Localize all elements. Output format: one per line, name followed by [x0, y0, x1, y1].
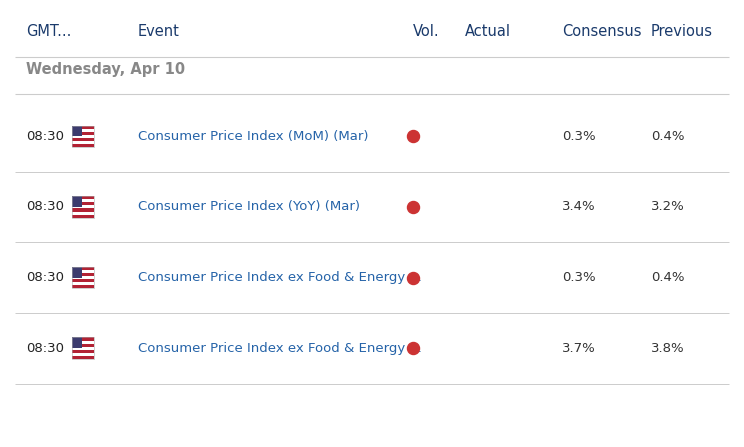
Bar: [72, 337, 82, 348]
Bar: [72, 267, 94, 288]
Bar: [72, 267, 94, 270]
Bar: [72, 353, 94, 356]
Bar: [72, 347, 94, 350]
Text: Wednesday, Apr 10: Wednesday, Apr 10: [26, 62, 185, 77]
Bar: [72, 279, 94, 282]
Bar: [72, 341, 94, 344]
Bar: [72, 196, 94, 199]
Bar: [72, 199, 94, 202]
Text: Consensus: Consensus: [562, 24, 641, 39]
Text: 08:30: 08:30: [26, 130, 64, 143]
Text: 0.3%: 0.3%: [562, 271, 595, 284]
Bar: [72, 135, 94, 138]
Bar: [72, 206, 94, 208]
Bar: [72, 144, 94, 147]
Bar: [72, 138, 94, 141]
Bar: [72, 276, 94, 279]
Text: GMT...: GMT...: [26, 24, 71, 39]
Bar: [72, 337, 94, 341]
Bar: [72, 350, 94, 353]
Text: 3.4%: 3.4%: [562, 200, 595, 214]
Bar: [72, 129, 94, 132]
Text: Consumer Price Index ex Food & Energy ...: Consumer Price Index ex Food & Energy ..…: [138, 271, 422, 284]
Text: Vol.: Vol.: [413, 24, 440, 39]
Bar: [72, 215, 94, 218]
Text: Previous: Previous: [651, 24, 713, 39]
Point: [407, 274, 419, 281]
Text: 3.8%: 3.8%: [651, 342, 684, 355]
Text: 0.4%: 0.4%: [651, 130, 684, 143]
Point: [407, 345, 419, 352]
Bar: [72, 126, 82, 136]
Bar: [72, 282, 94, 285]
Bar: [72, 141, 94, 144]
Bar: [72, 196, 82, 207]
Bar: [72, 196, 94, 218]
Text: Consumer Price Index (YoY) (Mar): Consumer Price Index (YoY) (Mar): [138, 200, 359, 214]
Text: Consumer Price Index ex Food & Energy ...: Consumer Price Index ex Food & Energy ..…: [138, 342, 422, 355]
Bar: [72, 202, 94, 206]
Bar: [72, 337, 94, 359]
Text: 08:30: 08:30: [26, 271, 64, 284]
Bar: [72, 211, 94, 215]
Text: Event: Event: [138, 24, 179, 39]
Point: [407, 203, 419, 211]
Bar: [72, 356, 94, 359]
Bar: [72, 126, 94, 147]
Bar: [72, 344, 94, 347]
Text: 3.7%: 3.7%: [562, 342, 595, 355]
Text: 3.2%: 3.2%: [651, 200, 684, 214]
Text: 0.3%: 0.3%: [562, 130, 595, 143]
Bar: [72, 126, 94, 129]
Bar: [72, 267, 82, 278]
Text: 08:30: 08:30: [26, 342, 64, 355]
Bar: [72, 132, 94, 135]
Text: Consumer Price Index (MoM) (Mar): Consumer Price Index (MoM) (Mar): [138, 130, 368, 143]
Bar: [72, 285, 94, 288]
Text: 0.4%: 0.4%: [651, 271, 684, 284]
Bar: [72, 270, 94, 273]
Text: Actual: Actual: [465, 24, 511, 39]
Text: 08:30: 08:30: [26, 200, 64, 214]
Point: [407, 133, 419, 140]
Bar: [72, 273, 94, 276]
Bar: [72, 208, 94, 211]
